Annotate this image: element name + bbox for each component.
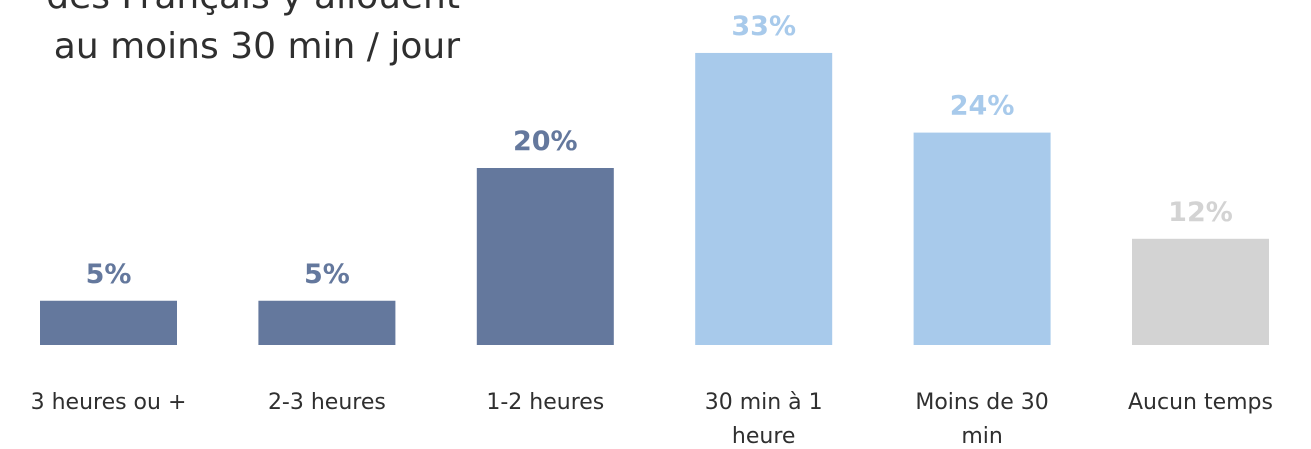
bar-2 — [258, 300, 396, 345]
category-label-line: min — [961, 424, 1003, 449]
category-label-1: 3 heures ou + — [31, 390, 187, 415]
headline-line-2: au moins 30 min / jour — [53, 26, 460, 67]
bar-4 — [695, 52, 833, 345]
category-label-line: 30 min à 1 — [705, 390, 823, 415]
bar-5 — [913, 132, 1051, 345]
value-label-2: 5% — [304, 259, 350, 290]
value-label-1: 5% — [86, 259, 132, 290]
headline-line-1: des Français y allouent — [0, 0, 460, 22]
category-label-line: 1-2 heures — [486, 390, 604, 415]
category-label-4: 30 min à 1 heure — [705, 390, 823, 449]
category-label-line: 3 heures ou + — [31, 390, 187, 415]
bar-1 — [40, 300, 177, 345]
category-label-6: Aucun temps — [1128, 390, 1273, 415]
category-label-line: Moins de 30 — [915, 390, 1048, 415]
bar-3 — [476, 168, 614, 345]
category-label-2: 2-3 heures — [268, 390, 386, 415]
bar-6 — [1132, 238, 1269, 345]
value-label-3: 20% — [513, 126, 578, 157]
category-label-line: Aucun temps — [1128, 390, 1273, 415]
value-label-4: 33% — [731, 11, 796, 42]
category-label-line: heure — [732, 424, 796, 449]
chart-headline: des Français y allouent au moins 30 min … — [0, 0, 460, 72]
value-label-5: 24% — [950, 91, 1015, 122]
category-label-5: Moins de 30 min — [915, 390, 1048, 449]
category-label-line: 2-3 heures — [268, 390, 386, 415]
value-label-6: 12% — [1168, 197, 1233, 228]
category-label-3: 1-2 heures — [486, 390, 604, 415]
